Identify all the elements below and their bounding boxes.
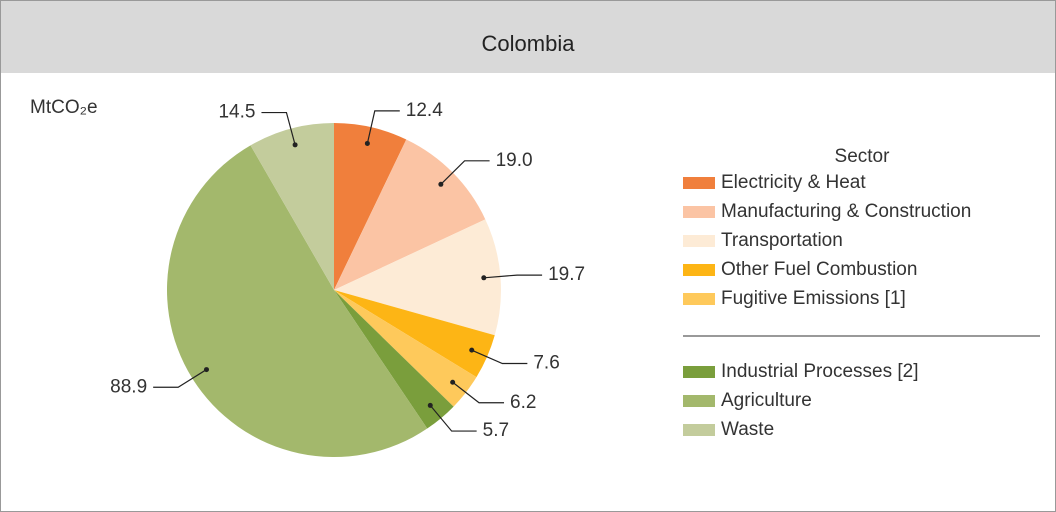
legend-swatch [683,177,715,189]
legend-swatch [683,206,715,218]
legend-swatch [683,395,715,407]
legend-swatch [683,366,715,378]
legend-label: Industrial Processes [2] [721,361,918,382]
pie-slice [334,219,501,336]
legend-title: Sector [835,146,891,167]
legend-label: Agriculture [721,390,812,411]
legend-label: Manufacturing & Construction [721,201,971,222]
legend-label: Other Fuel Combustion [721,259,917,280]
unit-label: MtCO₂e [30,97,98,118]
data-label: 19.0 [496,150,533,171]
legend-label: Transportation [721,230,843,251]
data-label: 88.9 [110,376,147,397]
data-label: 5.7 [483,420,509,441]
legend-swatch [683,264,715,276]
pie-slice [167,145,428,457]
pie-slice [334,290,495,378]
leader-line [471,349,528,365]
data-label: 12.4 [406,100,443,121]
data-label: 7.6 [533,353,559,374]
legend-label: Fugitive Emissions [1] [721,288,906,309]
data-label: 14.5 [218,102,255,123]
legend-swatch [683,235,715,247]
leader-line [452,381,505,404]
leader-line [366,110,400,144]
legend-swatch [683,293,715,305]
header [1,1,1055,73]
leader-line [153,369,207,388]
leader-line [440,160,490,185]
leader-line [261,111,296,145]
leader-line [429,405,477,432]
pie-slice [334,290,454,429]
leader-line [483,274,543,279]
legend-swatch [683,424,715,436]
chart-title: Colombia [482,31,576,56]
pie-slice [334,123,407,290]
pie-slice [250,123,334,290]
data-label: 19.7 [548,264,585,285]
legend-label: Electricity & Heat [721,172,866,193]
data-label: 6.2 [510,392,536,413]
legend-label: Waste [721,419,774,440]
pie-slice [334,290,477,407]
